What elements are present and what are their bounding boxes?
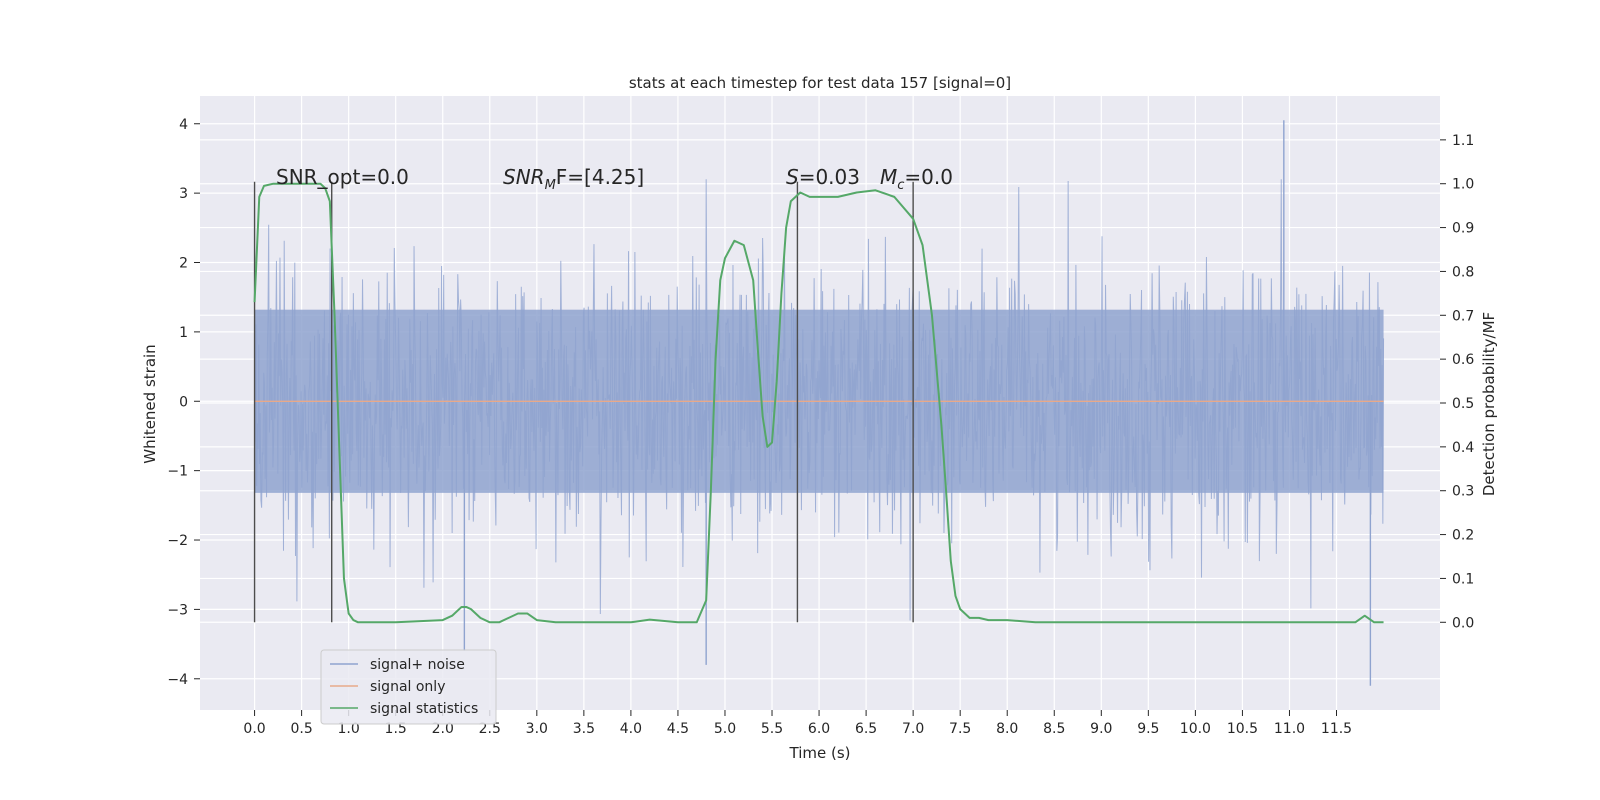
y2-tick-label: 0.3 [1452, 484, 1474, 500]
x-tick-label: 5.5 [761, 721, 783, 737]
mc-main: M [880, 165, 897, 189]
x-tick-label: 4.5 [667, 721, 689, 737]
x-tick-label: 0.0 [243, 721, 265, 737]
x-tick-label: 4.0 [620, 721, 642, 737]
y2-tick-label: 0.9 [1452, 221, 1474, 237]
signal-statistics-series [253, 182, 1384, 624]
x-tick-label: 11.5 [1321, 721, 1352, 737]
x-tick-label: 1.0 [338, 721, 360, 737]
x-tick-label: 11.0 [1274, 721, 1305, 737]
s-annotation: S=0.03 [786, 165, 860, 189]
y-tick-label: 0 [179, 394, 188, 410]
y-tick-label: −4 [167, 672, 188, 688]
y-tick-label: 1 [179, 325, 188, 341]
x-tick-label: 3.0 [526, 721, 548, 737]
snr-mf-annotation: SNRMF=[4.25] [503, 165, 644, 193]
x-tick-label: 7.0 [902, 721, 924, 737]
y-tick-label: 4 [179, 117, 188, 133]
x-axis-label: Time (s) [789, 744, 851, 762]
snr-mf-rest: F=[4.25] [556, 165, 644, 189]
y-tick-label: −1 [167, 464, 188, 480]
y2-tick-label: 0.6 [1452, 352, 1474, 368]
y-tick-label: 2 [179, 256, 188, 272]
x-tick-label: 5.0 [714, 721, 736, 737]
x-tick-label: 8.5 [1043, 721, 1065, 737]
y-tick-label: 3 [179, 186, 188, 202]
y2-axis-ticks: 1.1 1.0 0.9 0.8 0.7 0.6 0.5 0.4 0.3 0.2 0.1 0.0 [1440, 133, 1474, 631]
y2-tick-label: 0.8 [1452, 264, 1474, 280]
x-tick-label: 6.0 [808, 721, 830, 737]
y-tick-label: −2 [167, 533, 188, 549]
x-tick-label: 7.5 [949, 721, 971, 737]
y-axis-label: Whitened strain [141, 344, 159, 463]
y2-tick-label: 1.1 [1452, 133, 1474, 149]
signal-statistics-line [253, 182, 1384, 624]
y-tick-label: −3 [167, 602, 188, 618]
y2-tick-label: 0.1 [1452, 571, 1474, 587]
y2-tick-label: 0.7 [1452, 308, 1474, 324]
legend-label-signal-noise: signal+ noise [370, 657, 465, 673]
x-tick-label: 9.5 [1137, 721, 1159, 737]
snr-opt-annotation: SNR_opt=0.0 [276, 165, 409, 189]
y2-axis-label: Detection probability/MF [1480, 312, 1498, 496]
snr-mf-sub: M [545, 178, 556, 193]
y2-tick-label: 0.0 [1452, 615, 1474, 631]
x-tick-label: 9.0 [1090, 721, 1112, 737]
mc-sub: c [897, 178, 904, 193]
chart-title: stats at each timestep for test data 157… [629, 74, 1011, 92]
x-tick-label: 10.0 [1180, 721, 1211, 737]
mc-rest: =0.0 [904, 165, 953, 189]
legend-label-signal-only: signal only [370, 679, 445, 695]
x-tick-label: 2.0 [432, 721, 454, 737]
s-rest: =0.03 [799, 165, 860, 189]
y2-tick-label: 0.4 [1452, 440, 1474, 456]
snr-mf-main: SNR [503, 165, 545, 189]
x-tick-label: 10.5 [1227, 721, 1258, 737]
x-tick-label: 1.5 [385, 721, 407, 737]
legend-box [320, 649, 497, 725]
s-main: S [786, 165, 799, 189]
y-axis-ticks: 4 3 2 1 0 −1 −2 −3 −4 [167, 117, 200, 688]
legend-label-signal-statistics: signal statistics [370, 701, 478, 717]
x-axis-ticks: 0.0 0.5 1.0 1.5 2.0 2.5 3.0 3.5 4.0 4.5 5.0 5.5 6.0 6… [243, 710, 1352, 737]
x-tick-label: 6.5 [855, 721, 877, 737]
x-tick-label: 3.5 [573, 721, 595, 737]
x-tick-label: 2.5 [479, 721, 501, 737]
mc-annotation: Mc=0.0 [880, 165, 953, 193]
y2-tick-label: 1.0 [1452, 177, 1474, 193]
x-tick-label: 8.0 [996, 721, 1018, 737]
x-tick-label: 0.5 [290, 721, 312, 737]
y2-tick-label: 0.2 [1452, 528, 1474, 544]
y2-tick-label: 0.5 [1452, 396, 1474, 412]
legend: signal+ noise signal only signal statist… [320, 649, 497, 725]
